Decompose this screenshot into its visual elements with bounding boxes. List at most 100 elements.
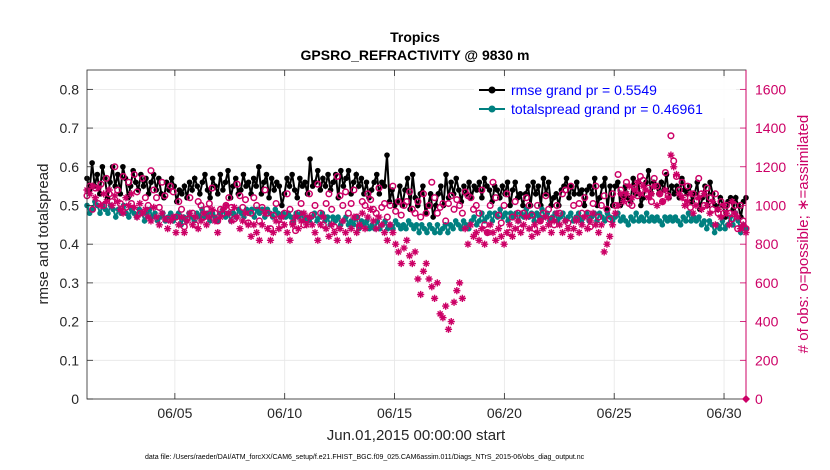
y-right-tick-label: 1600 xyxy=(755,81,786,97)
assimilated-obs-point xyxy=(100,190,108,198)
data-point-1 xyxy=(324,214,331,220)
assimilated-obs-point xyxy=(294,225,302,233)
assimilated-obs-point xyxy=(600,248,608,256)
assimilated-obs-point xyxy=(483,228,492,237)
possible-obs-point xyxy=(152,194,161,202)
possible-obs-point xyxy=(383,213,391,221)
possible-obs-point xyxy=(433,209,441,217)
possible-obs-point xyxy=(347,199,355,208)
assimilated-obs-point xyxy=(372,225,380,233)
data-point-1 xyxy=(471,214,477,220)
data-point-0 xyxy=(358,175,365,182)
y-right-tick-label: 1200 xyxy=(755,159,786,175)
assimilated-obs-point xyxy=(675,190,683,198)
possible-obs-point xyxy=(333,172,341,180)
data-point-1 xyxy=(630,218,637,224)
assimilated-obs-point xyxy=(175,221,183,229)
data-point-0 xyxy=(707,179,713,186)
x-axis-label: Jun.01,2015 00:00:00 start xyxy=(327,427,506,444)
assimilated-obs-point xyxy=(289,221,297,229)
assimilated-obs-point xyxy=(258,221,266,229)
possible-obs-point xyxy=(428,178,436,186)
possible-obs-point xyxy=(197,201,205,210)
assimilated-obs-point xyxy=(136,199,144,208)
possible-obs-point xyxy=(114,186,122,194)
data-point-0 xyxy=(191,175,198,182)
series-markers xyxy=(83,132,750,333)
assimilated-obs-point xyxy=(586,217,594,225)
assimilated-obs-point xyxy=(453,287,461,295)
y-axis-label: rmse and totalspread xyxy=(35,164,52,305)
assimilated-obs-point xyxy=(375,213,383,221)
y-tick-label: 0.4 xyxy=(60,236,80,252)
assimilated-obs-point xyxy=(361,225,369,233)
assimilated-obs-point xyxy=(528,232,536,241)
assimilated-obs-point xyxy=(564,225,572,233)
possible-obs-point xyxy=(608,190,617,198)
assimilated-obs-point xyxy=(197,217,205,225)
data-point-0 xyxy=(340,183,347,189)
possible-obs-point xyxy=(311,201,319,210)
possible-obs-point xyxy=(500,201,508,210)
data-point-0 xyxy=(586,183,593,189)
possible-obs-point xyxy=(205,199,213,208)
data-point-0 xyxy=(602,175,608,182)
possible-obs-point xyxy=(405,188,414,196)
data-point-0 xyxy=(668,183,675,189)
assimilated-obs-point xyxy=(697,205,706,213)
possible-obs-point xyxy=(241,196,250,204)
assimilated-obs-point xyxy=(286,236,294,244)
data-point-0 xyxy=(507,202,513,209)
assimilated-obs-point xyxy=(547,228,555,237)
assimilated-obs-point xyxy=(311,228,319,237)
data-point-0 xyxy=(266,194,272,201)
assimilated-obs-point xyxy=(536,217,544,225)
assimilated-obs-point xyxy=(403,236,411,244)
assimilated-obs-point xyxy=(578,221,586,229)
assimilated-obs-point xyxy=(658,198,667,206)
assimilated-obs-point xyxy=(458,294,466,302)
data-point-1 xyxy=(711,229,718,236)
possible-obs-point xyxy=(475,209,483,217)
possible-obs-point xyxy=(670,157,678,165)
data-point-1 xyxy=(126,214,132,220)
possible-obs-point xyxy=(450,205,458,213)
possible-obs-point xyxy=(350,186,358,194)
assimilated-obs-point xyxy=(266,236,275,244)
assimilated-obs-point xyxy=(378,221,386,229)
data-point-0 xyxy=(486,187,493,193)
data-point-0 xyxy=(443,171,449,178)
y-tick-label: 0.3 xyxy=(60,275,80,291)
assimilated-obs-point xyxy=(283,228,291,237)
data-point-1 xyxy=(633,210,639,217)
data-point-0 xyxy=(207,194,213,201)
data-point-0 xyxy=(148,179,154,186)
possible-obs-point xyxy=(361,201,369,210)
y-right-tick-label: 400 xyxy=(755,314,779,330)
possible-obs-point xyxy=(314,180,322,188)
chart-subtitle: GPSRO_REFRACTIVITY @ 9830 m xyxy=(301,47,530,63)
assimilated-obs-point xyxy=(508,232,517,241)
data-point-0 xyxy=(186,179,193,186)
data-point-0 xyxy=(420,183,426,189)
x-tick-label: 06/10 xyxy=(267,405,302,421)
possible-obs-point xyxy=(305,190,313,198)
possible-obs-point xyxy=(258,203,266,211)
possible-obs-point xyxy=(489,178,497,186)
data-point-1 xyxy=(458,225,464,232)
assimilated-obs-point xyxy=(333,236,341,244)
assimilated-obs-point xyxy=(169,213,177,221)
possible-obs-point xyxy=(397,211,405,219)
data-point-0 xyxy=(545,179,552,186)
y-tick-label: 0.8 xyxy=(60,81,80,97)
possible-obs-point xyxy=(511,198,519,206)
assimilated-obs-point xyxy=(653,201,661,210)
data-point-0 xyxy=(579,187,585,193)
possible-obs-point xyxy=(606,215,614,223)
possible-obs-point xyxy=(141,194,149,202)
data-point-0 xyxy=(97,191,103,197)
possible-obs-point xyxy=(444,199,453,208)
assimilated-obs-point xyxy=(481,240,489,248)
assimilated-obs-point xyxy=(686,190,694,198)
